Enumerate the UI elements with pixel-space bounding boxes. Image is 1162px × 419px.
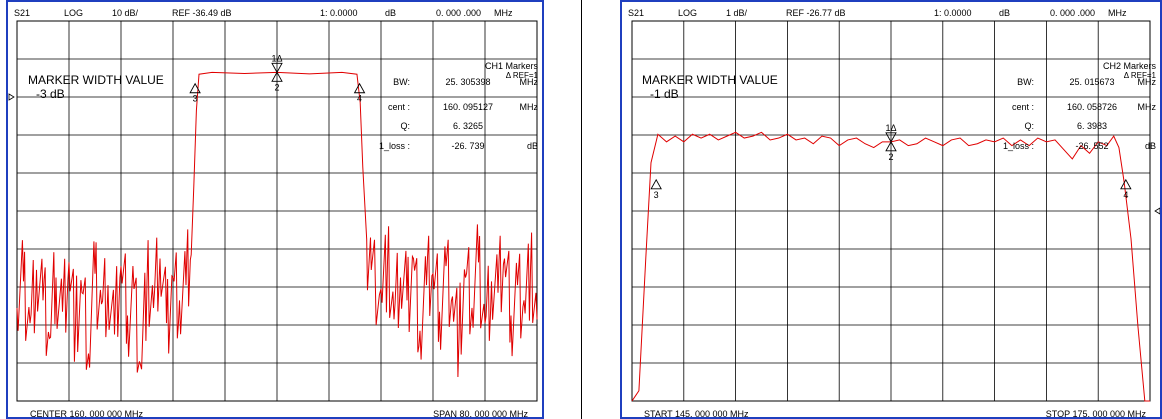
header-format: LOG <box>64 8 83 18</box>
footer-right: STOP 175. 000 000 MHz <box>1046 409 1147 419</box>
header-marker-readout: 1: 0.0000 <box>320 8 358 18</box>
markers-title: CH2 Markers <box>1103 61 1157 71</box>
stat-value: 25. 015673 <box>1069 77 1114 87</box>
header-marker-freq: 0. 000 .000 <box>436 8 481 18</box>
markers-ref: Δ REF=1 <box>1124 71 1157 80</box>
header-scale: 1 dB/ <box>726 8 748 18</box>
marker-2: 2 <box>271 71 283 92</box>
stat-value: 160. 058726 <box>1067 102 1117 112</box>
stat-label: Q: <box>400 121 410 131</box>
header-marker-freq: 0. 000 .000 <box>1050 8 1095 18</box>
markers-ref: Δ REF=1 <box>506 71 539 80</box>
stat-value: -26. 739 <box>451 141 484 151</box>
stat-value: 6. 3265 <box>453 121 483 131</box>
stat-label: 1_loss : <box>379 141 410 151</box>
chart-subtitle: -3 dB <box>36 87 65 101</box>
marker-triangle <box>650 178 662 190</box>
marker-1: 1Δ <box>885 123 897 143</box>
ref-level-arrow <box>1154 207 1160 215</box>
ref-level-arrow <box>8 93 15 101</box>
stat-label: BW: <box>1017 77 1034 87</box>
stat-unit: dB <box>527 141 538 151</box>
marker-3: 3 <box>189 82 201 104</box>
header-format: LOG <box>678 8 697 18</box>
header-marker-freq-unit: MHz <box>1108 8 1127 18</box>
marker-triangle <box>271 71 283 82</box>
panel-divider <box>581 0 582 419</box>
stat-label: cent : <box>388 102 410 112</box>
header-ref: REF -36.49 dB <box>172 8 232 18</box>
marker-4: 4 <box>353 82 366 104</box>
chart-title: MARKER WIDTH VALUE <box>28 73 164 87</box>
stat-label: Q: <box>1024 121 1034 131</box>
graticule <box>631 20 1151 402</box>
stat-value: 6. 3983 <box>1077 121 1107 131</box>
chart-panel-ch1: S21 LOG 10 dB/REF -36.49 dB 1: 0.0000 dB 0. 0… <box>6 0 544 419</box>
marker-label: 1Δ <box>271 53 282 63</box>
marker-3: 3 <box>650 178 662 200</box>
marker-triangle <box>271 62 283 74</box>
stat-label: cent : <box>1012 102 1034 112</box>
stat-label: BW: <box>393 77 410 87</box>
header-ref: REF -26.77 dB <box>786 8 846 18</box>
stat-value: 160. 095127 <box>443 102 493 112</box>
marker-triangle <box>1120 178 1132 190</box>
chart-panel-ch2: S21 LOG 1 dB/REF -26.77 dB 1: 0.0000 dB 0. 00… <box>620 0 1162 419</box>
marker-label: 2 <box>274 82 279 92</box>
marker-4: 4 <box>1120 178 1132 200</box>
stat-unit: MHz <box>1138 77 1157 87</box>
marker-triangle <box>353 82 366 94</box>
stat-unit: MHz <box>520 102 539 112</box>
marker-label: 3 <box>193 94 198 104</box>
markers-title: CH1 Markers <box>485 61 539 71</box>
stat-unit: MHz <box>1138 102 1157 112</box>
marker-label: 4 <box>1123 190 1128 200</box>
header-marker-readout: 1: 0.0000 <box>934 8 972 18</box>
stat-label: 1_loss : <box>1003 141 1034 151</box>
header-scale: 10 dB/ <box>112 8 139 18</box>
marker-label: 4 <box>357 94 362 104</box>
trace-line <box>631 131 1150 402</box>
stat-value: 25. 305398 <box>445 77 490 87</box>
trace-line <box>16 71 538 377</box>
header-marker-unit: dB <box>385 8 396 18</box>
chart-svg-ch1: S21 LOG 10 dB/REF -36.49 dB 1: 0.0000 dB 0. 0… <box>8 8 539 419</box>
marker-label: 1Δ <box>885 123 896 133</box>
marker-label: 2 <box>888 152 893 162</box>
marker-1: 1Δ <box>271 53 283 74</box>
stat-value: -26. 552 <box>1075 141 1108 151</box>
marker-triangle <box>189 82 201 94</box>
header-param: S21 <box>628 8 644 18</box>
header-param: S21 <box>14 8 30 18</box>
footer-right: SPAN 80. 000 000 MHz <box>433 409 528 419</box>
marker-2: 2 <box>885 140 897 162</box>
marker-triangle <box>885 140 897 152</box>
chart-subtitle: -1 dB <box>650 87 679 101</box>
stat-unit: MHz <box>520 77 539 87</box>
footer-left: CENTER 160. 000 000 MHz <box>30 409 144 419</box>
chart-title: MARKER WIDTH VALUE <box>642 73 778 87</box>
header-marker-unit: dB <box>999 8 1010 18</box>
header-marker-freq-unit: MHz <box>494 8 513 18</box>
footer-left: START 145. 000 000 MHz <box>644 409 749 419</box>
chart-svg-ch2: S21 LOG 1 dB/REF -26.77 dB 1: 0.0000 dB 0. 00… <box>628 8 1160 419</box>
marker-label: 3 <box>654 190 659 200</box>
marker-triangle <box>885 132 897 143</box>
stat-unit: dB <box>1145 141 1156 151</box>
